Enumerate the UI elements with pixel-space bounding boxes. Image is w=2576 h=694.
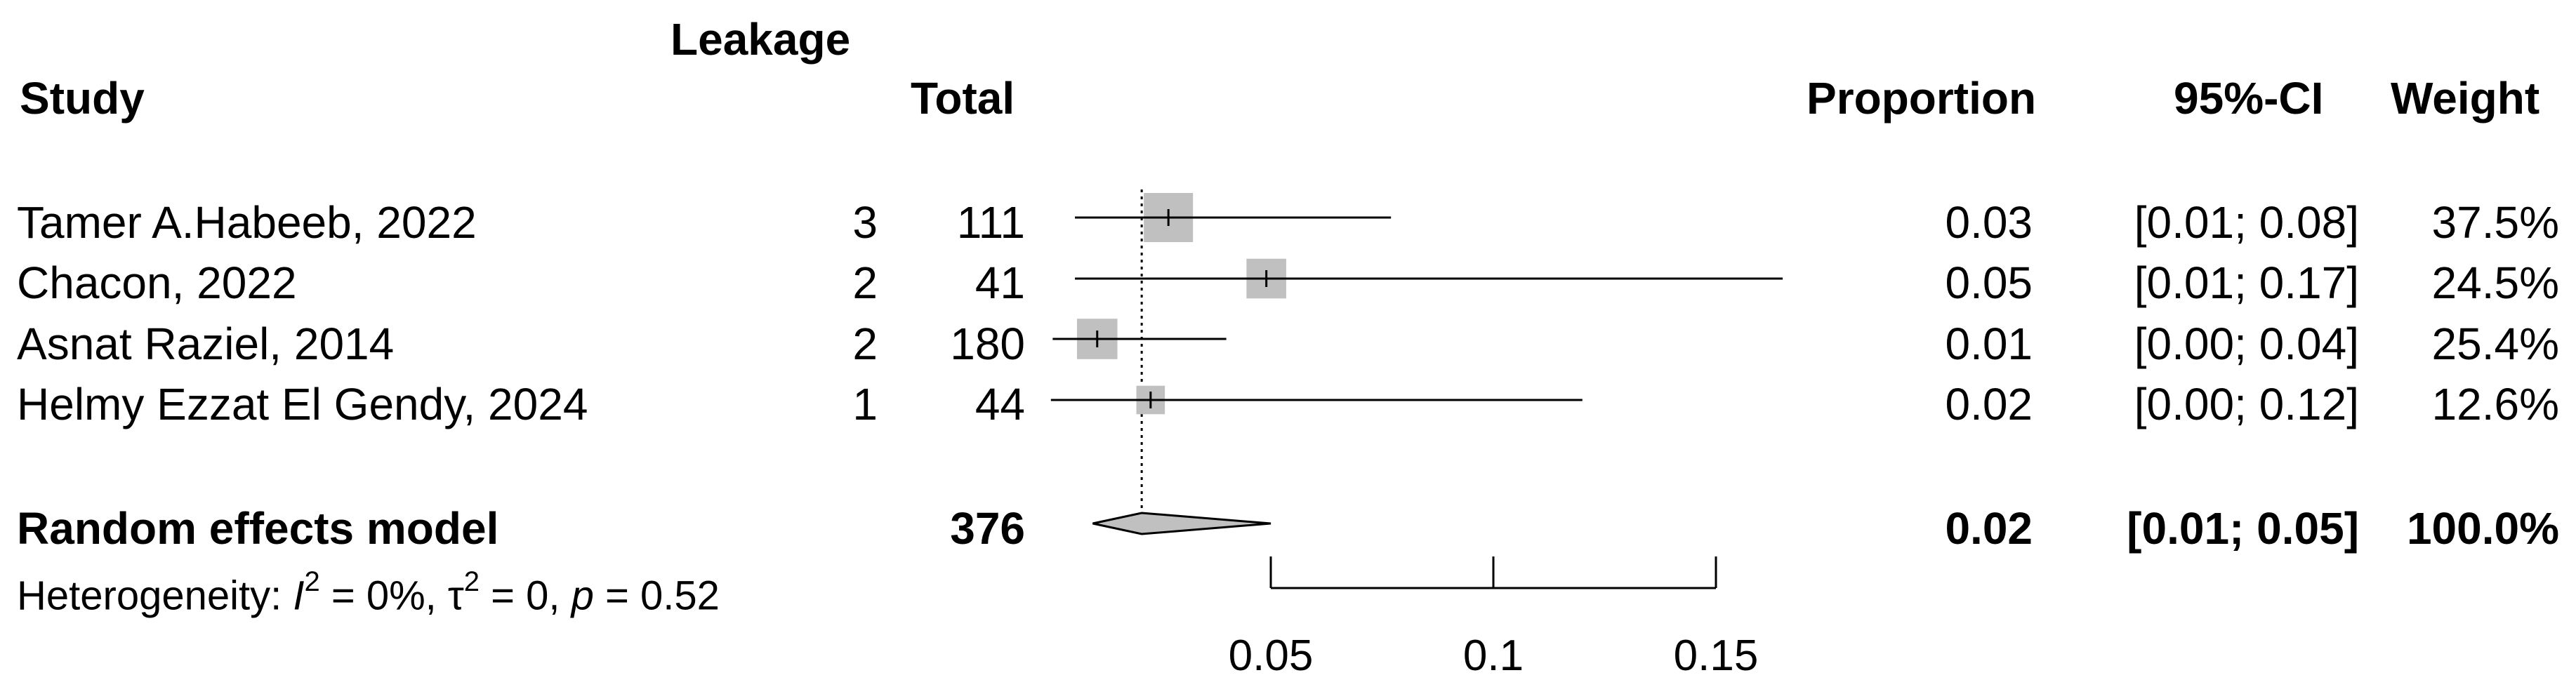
study-proportion: 0.03 (1945, 197, 2033, 248)
study-name: Helmy Ezzat El Gendy, 2024 (17, 379, 588, 429)
study-events: 2 (852, 258, 878, 308)
study-total: 111 (956, 197, 1025, 248)
study-weight: 12.6% (2431, 379, 2559, 429)
x-tick-label: 0.15 (1674, 632, 1759, 680)
x-tick-label: 0.05 (1229, 632, 1314, 680)
header-ci: 95%-CI (2174, 73, 2324, 124)
study-proportion: 0.02 (1945, 379, 2033, 429)
heterogeneity-text: Heterogeneity: I2 = 0%, τ2 = 0, p = 0.52 (17, 566, 720, 619)
study-weight: 25.4% (2431, 319, 2559, 369)
study-proportion: 0.05 (1945, 258, 2033, 308)
study-total: 44 (975, 379, 1025, 429)
study-ci: [0.00; 0.12] (2134, 379, 2359, 429)
study-ci: [0.01; 0.17] (2134, 258, 2359, 308)
study-total: 41 (975, 258, 1025, 308)
header-events: Leakage (671, 14, 851, 65)
study-name: Asnat Raziel, 2014 (17, 319, 395, 369)
pooled-diamond (1092, 512, 1272, 535)
study-weight: 37.5% (2431, 197, 2559, 248)
header-study: Study (20, 73, 145, 124)
study-name: Chacon, 2022 (17, 258, 297, 308)
study-total: 180 (950, 319, 1025, 369)
header-weight: Weight (2391, 73, 2540, 124)
study-weight: 24.5% (2431, 258, 2559, 308)
study-events: 3 (852, 197, 878, 248)
study-events: 1 (852, 379, 878, 429)
study-events: 2 (852, 319, 878, 369)
summary-weight: 100.0% (2406, 503, 2559, 554)
summary-total: 376 (950, 503, 1025, 554)
summary-label: Random effects model (17, 503, 499, 554)
header-total: Total (911, 73, 1015, 124)
study-proportion: 0.01 (1945, 319, 2033, 369)
summary-proportion: 0.02 (1945, 503, 2033, 554)
study-name: Tamer A.Habeeb, 2022 (17, 197, 477, 248)
header-proportion: Proportion (1806, 73, 2037, 124)
study-ci: [0.01; 0.08] (2134, 197, 2359, 248)
summary-ci: [0.01; 0.05] (2127, 503, 2359, 554)
x-tick-label: 0.1 (1463, 632, 1524, 680)
study-ci: [0.00; 0.04] (2134, 319, 2359, 369)
